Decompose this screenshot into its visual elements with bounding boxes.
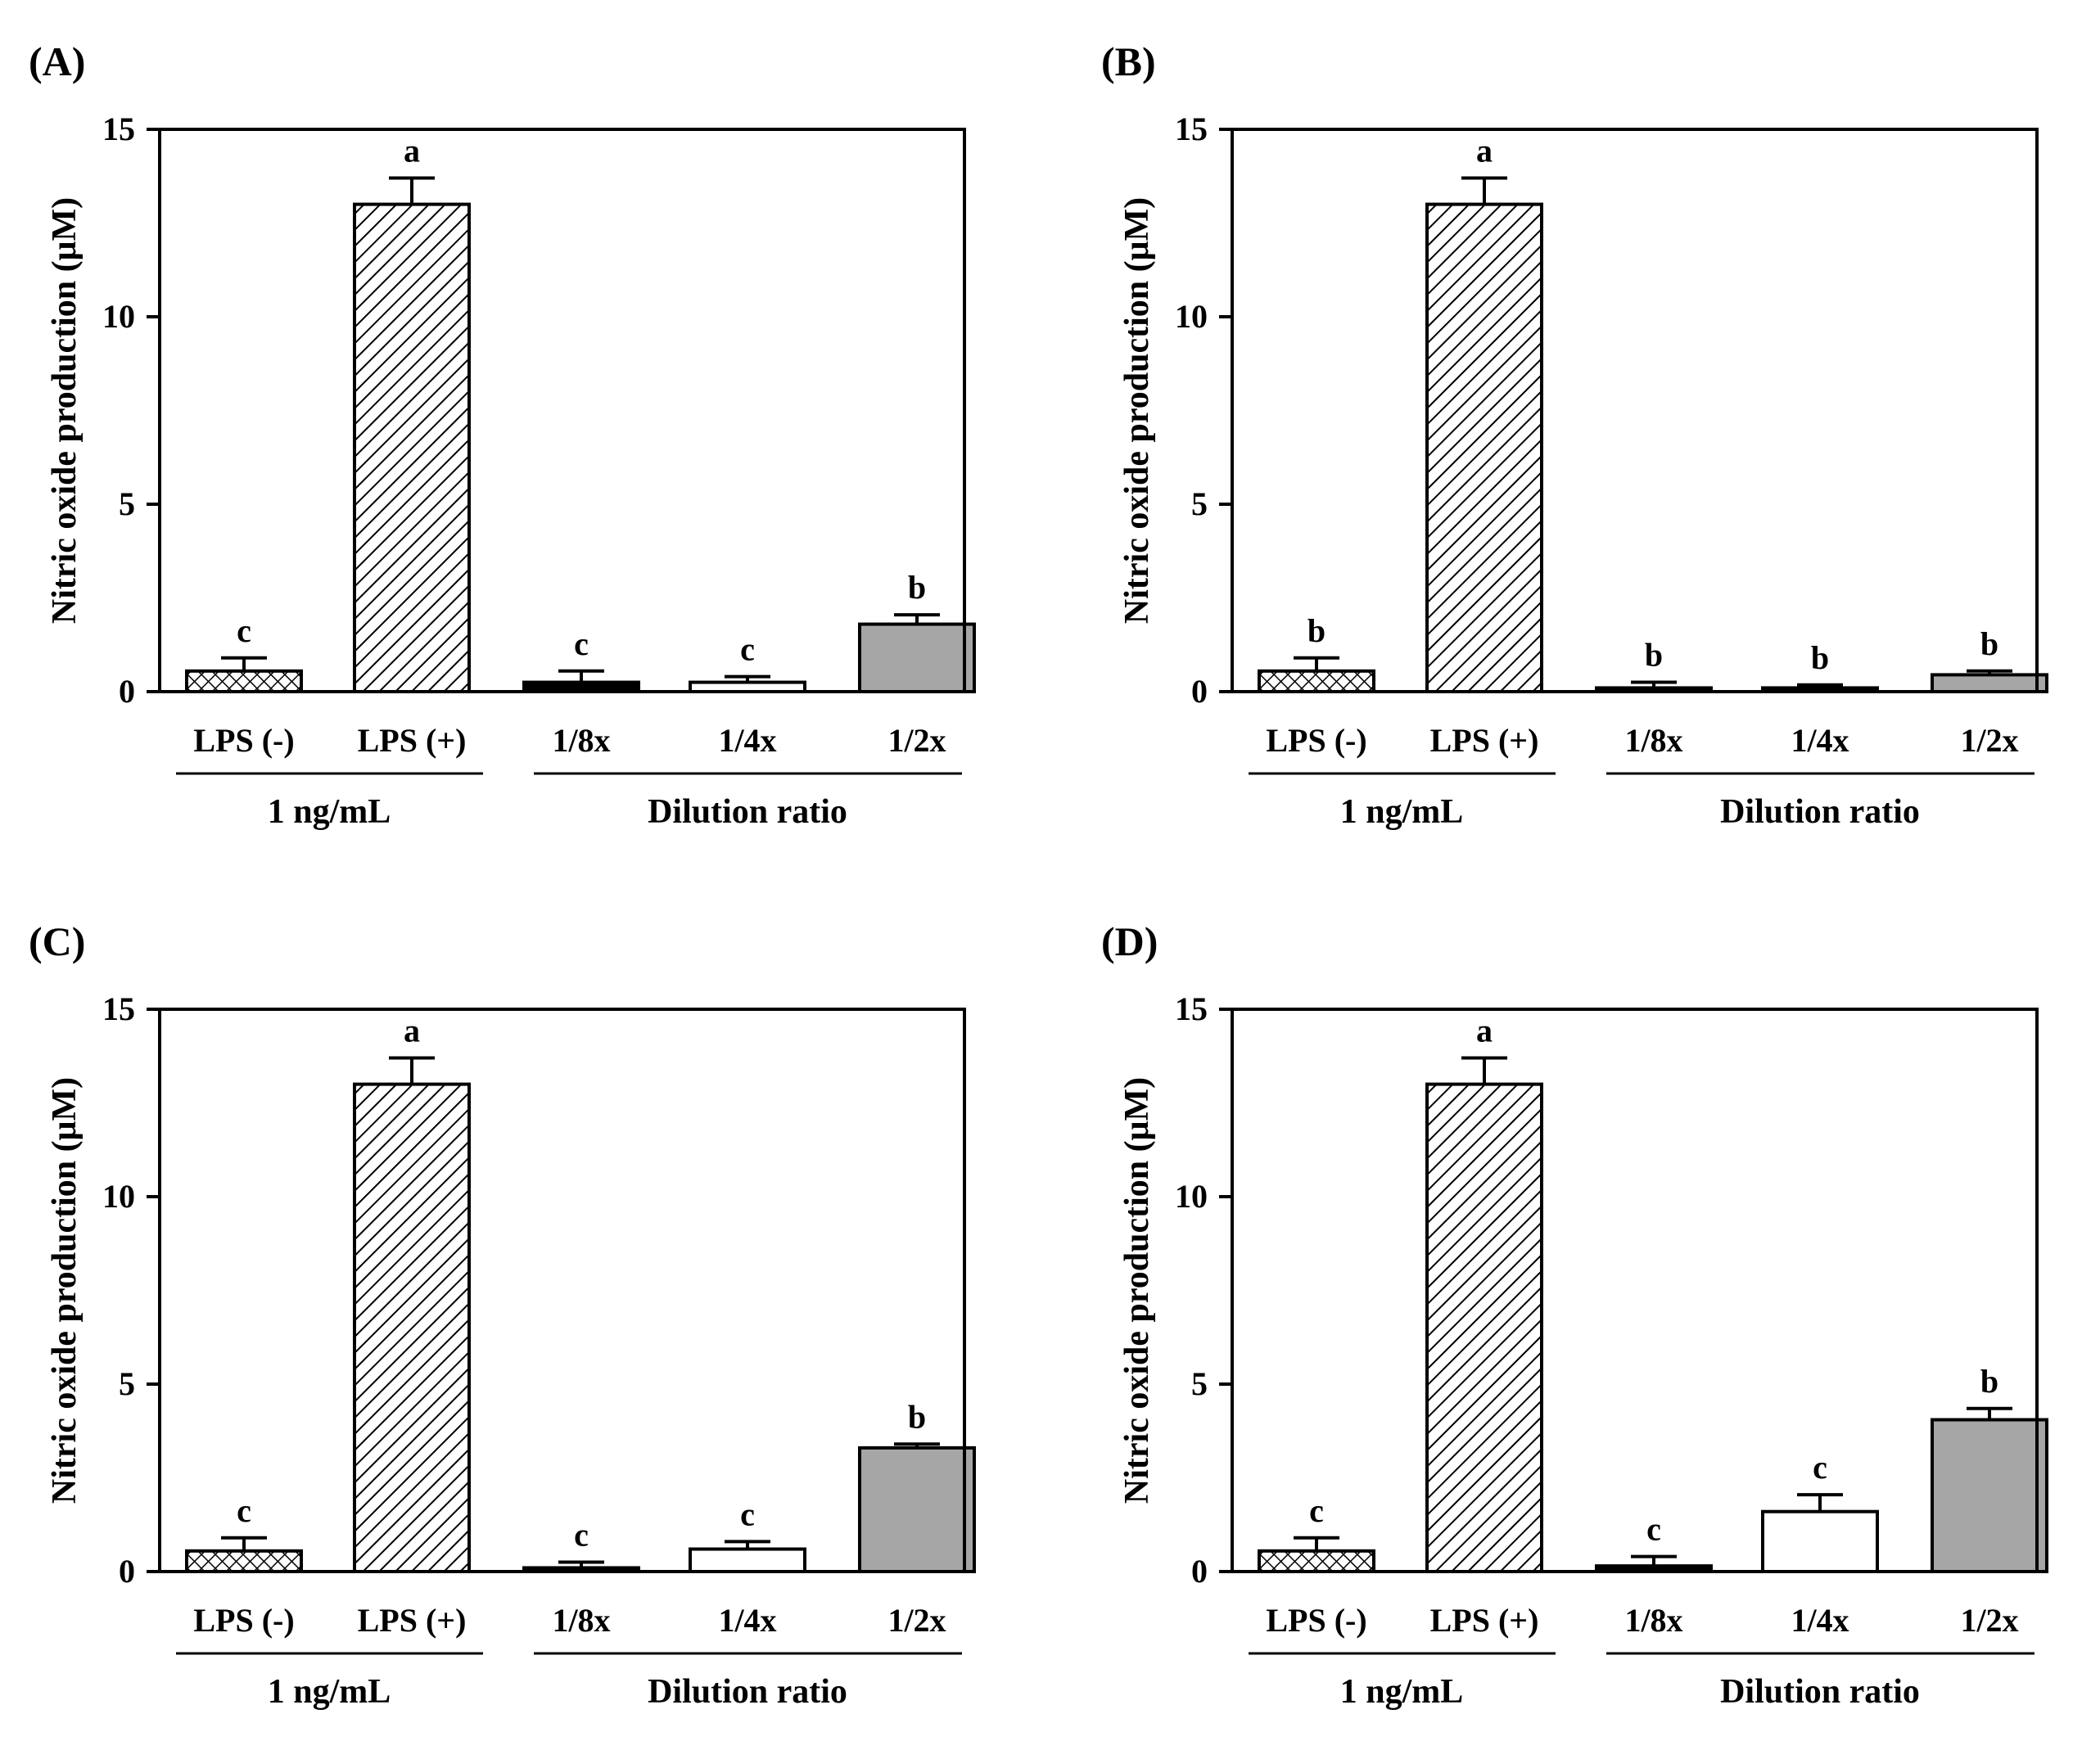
bar-1 xyxy=(1258,1549,1375,1573)
y-tick-label: 0 xyxy=(1191,673,1208,710)
y-tick-label: 5 xyxy=(119,485,135,522)
significance-label-3: c xyxy=(574,625,589,662)
y-tick-label: 5 xyxy=(1191,1365,1208,1402)
category-label-5: 1/2x xyxy=(1960,1602,2018,1639)
y-tick-label: 15 xyxy=(1175,990,1208,1027)
panel-label: (B) xyxy=(1101,38,1156,84)
category-label-1: LPS (-) xyxy=(1266,1602,1366,1639)
panel-label: (D) xyxy=(1101,918,1158,964)
y-tick-label: 0 xyxy=(1191,1553,1208,1590)
category-label-2: LPS (+) xyxy=(1430,722,1539,759)
significance-label-4: c xyxy=(740,1495,755,1532)
category-label-5: 1/2x xyxy=(1960,722,2018,759)
group-label-control: 1 ng/mL xyxy=(1340,793,1464,831)
significance-label-5: b xyxy=(1980,625,1998,662)
significance-label-2: a xyxy=(1476,1013,1493,1049)
significance-label-2: a xyxy=(404,133,420,169)
bar-5 xyxy=(858,1446,976,1573)
category-label-4: 1/4x xyxy=(1791,1602,1849,1639)
significance-label-3: c xyxy=(1646,1511,1661,1548)
significance-label-1: c xyxy=(237,612,251,649)
chart-panel-a: (A) c LPS (-) a LPS (+) c 1/8x c 1/4x b 1/2x 0 5 10 15… xyxy=(29,38,976,831)
bar-1 xyxy=(1258,669,1375,693)
group-label-dilution: Dilution ratio xyxy=(648,793,847,831)
group-label-dilution: Dilution ratio xyxy=(1720,1673,1920,1711)
significance-label-3: b xyxy=(1645,637,1663,674)
y-tick-label: 10 xyxy=(1175,1178,1208,1215)
chart-panel-d: (D) c LPS (-) a LPS (+) c 1/8x c 1/4x b 1/2x 0 5 10 15… xyxy=(1101,918,2048,1711)
y-tick-label: 5 xyxy=(119,1365,135,1402)
significance-label-5: b xyxy=(908,1398,926,1435)
group-label-control: 1 ng/mL xyxy=(268,793,391,831)
category-label-4: 1/4x xyxy=(718,722,776,759)
plot-frame xyxy=(1231,1008,2039,1573)
y-axis-label: Nitric oxide production (μM) xyxy=(46,1077,84,1504)
category-label-3: 1/8x xyxy=(552,722,610,759)
bar-5 xyxy=(1931,673,2048,694)
category-label-4: 1/4x xyxy=(1791,722,1849,759)
panel-label: (A) xyxy=(29,38,85,84)
category-label-2: LPS (+) xyxy=(358,722,467,759)
bar-2 xyxy=(1425,1082,1543,1574)
category-label-1: LPS (-) xyxy=(193,722,294,759)
y-axis-label: Nitric oxide production (μM) xyxy=(1118,1077,1156,1504)
bar-2 xyxy=(353,1082,471,1574)
significance-label-4: b xyxy=(1811,639,1829,676)
significance-label-5: b xyxy=(908,569,926,606)
category-label-3: 1/8x xyxy=(552,1602,610,1639)
chart-panel-b: (B) b LPS (-) a LPS (+) b 1/8x b 1/4x b 1/2x 0 5 10 15… xyxy=(1101,38,2048,831)
category-label-3: 1/8x xyxy=(1624,1602,1682,1639)
y-tick-label: 15 xyxy=(102,111,135,147)
y-axis-label: Nitric oxide production (μM) xyxy=(46,197,84,624)
panel-label: (C) xyxy=(29,918,85,964)
y-tick-label: 10 xyxy=(102,1178,135,1215)
category-label-1: LPS (-) xyxy=(1266,722,1366,759)
category-label-5: 1/2x xyxy=(887,1602,946,1639)
category-label-4: 1/4x xyxy=(718,1602,776,1639)
group-label-control: 1 ng/mL xyxy=(1340,1673,1464,1711)
y-tick-label: 5 xyxy=(1191,485,1208,522)
group-label-dilution: Dilution ratio xyxy=(1720,793,1920,831)
bar-1 xyxy=(185,669,303,693)
category-label-2: LPS (+) xyxy=(1430,1602,1539,1639)
category-label-1: LPS (-) xyxy=(193,1602,294,1639)
significance-label-2: a xyxy=(404,1013,420,1049)
bar-2 xyxy=(1425,202,1543,694)
bar-5 xyxy=(1931,1418,2048,1574)
bar-5 xyxy=(858,622,976,693)
significance-label-1: c xyxy=(1309,1492,1324,1529)
chart-panel-c: (C) c LPS (-) a LPS (+) c 1/8x c 1/4x b 1/2x 0 5 10 15… xyxy=(29,918,976,1711)
plot-frame xyxy=(158,128,966,693)
y-tick-label: 15 xyxy=(102,990,135,1027)
significance-label-2: a xyxy=(1476,133,1493,169)
group-label-dilution: Dilution ratio xyxy=(648,1673,847,1711)
plot-frame xyxy=(158,1008,966,1573)
y-tick-label: 0 xyxy=(119,673,135,710)
category-label-5: 1/2x xyxy=(887,722,946,759)
significance-label-1: c xyxy=(237,1492,251,1529)
category-label-3: 1/8x xyxy=(1624,722,1682,759)
plot-frame xyxy=(1231,128,2039,693)
bar-4 xyxy=(689,1547,806,1574)
significance-label-3: c xyxy=(574,1517,589,1554)
bar-1 xyxy=(185,1549,303,1573)
bar-2 xyxy=(353,202,471,694)
significance-label-4: c xyxy=(740,631,755,668)
y-axis-label: Nitric oxide production (μM) xyxy=(1118,197,1156,624)
y-tick-label: 0 xyxy=(119,1553,135,1590)
category-label-2: LPS (+) xyxy=(358,1602,467,1639)
y-tick-label: 15 xyxy=(1175,111,1208,147)
significance-label-1: b xyxy=(1307,612,1325,649)
bar-4 xyxy=(1761,1509,1879,1573)
y-tick-label: 10 xyxy=(102,298,135,335)
significance-label-4: c xyxy=(1813,1449,1827,1486)
significance-label-5: b xyxy=(1980,1363,1998,1400)
group-label-control: 1 ng/mL xyxy=(268,1673,391,1711)
y-tick-label: 10 xyxy=(1175,298,1208,335)
